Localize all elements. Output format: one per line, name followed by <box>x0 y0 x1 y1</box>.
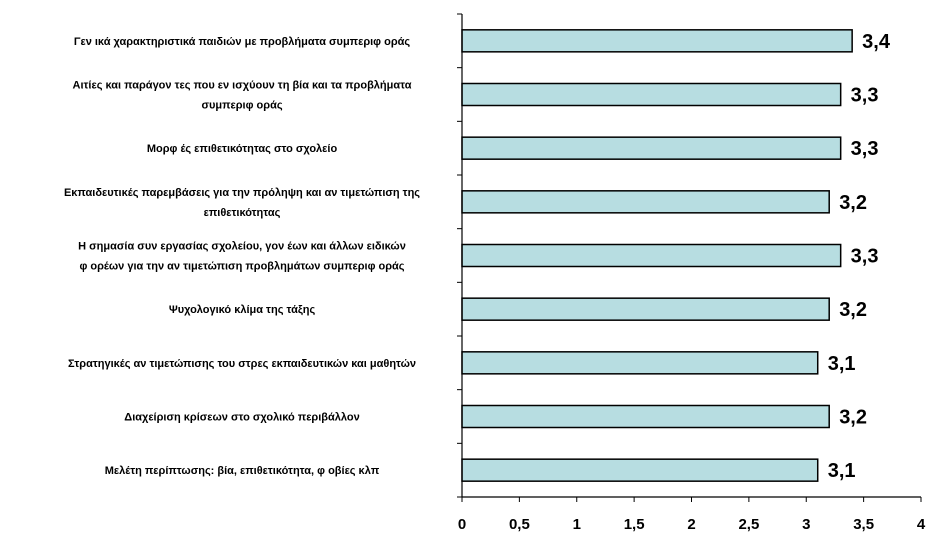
bar <box>461 458 819 482</box>
bar <box>461 82 842 107</box>
x-tick-label: 4 <box>917 516 926 533</box>
bar <box>461 351 819 375</box>
bars-layer <box>461 29 853 482</box>
value-labels: 3,4 3,3 3,3 3,2 3,3 3,2 3,1 3,2 3,1 <box>828 31 891 482</box>
bar <box>461 243 842 268</box>
data-label: 3,4 <box>862 31 891 53</box>
data-label: 3,3 <box>851 85 879 107</box>
bar <box>461 297 830 321</box>
category-labels: Γεν ικά χαρακτηριστικά παιδιών με προβλή… <box>64 36 420 477</box>
category-label: Μορφ ές επιθετικότητας στο σχολείο <box>147 143 338 155</box>
bar <box>461 29 853 53</box>
data-label: 3,3 <box>851 138 879 160</box>
data-label: 3,1 <box>828 353 856 375</box>
x-tick-label: 3 <box>802 516 810 533</box>
data-label: 3,2 <box>839 407 867 429</box>
data-label: 3,1 <box>828 460 856 482</box>
bar <box>461 404 830 429</box>
bar <box>461 190 830 214</box>
category-label: Στρατηγικές αν τιμετώπισης του στρες εκπ… <box>68 358 416 370</box>
category-label: Ψυχολογικό κλίμα της τάξης <box>169 304 316 316</box>
category-label: Μελέτη περίπτωσης: βία, επιθετικότητα, φ… <box>105 465 380 477</box>
data-label: 3,2 <box>839 299 867 321</box>
data-label: 3,3 <box>851 246 879 268</box>
bar <box>461 136 842 160</box>
category-label: Διαχείριση κρίσεων στο σχολικό περιβάλλο… <box>124 412 359 424</box>
category-label: Γεν ικά χαρακτηριστικά παιδιών με προβλή… <box>74 36 411 48</box>
x-tick-label: 0 <box>458 516 466 533</box>
x-tick-label: 1 <box>573 516 581 533</box>
category-label: Εκπαιδευτικές παρεμβάσεις για την πρόληψ… <box>64 187 420 219</box>
data-label: 3,2 <box>839 192 867 214</box>
category-label: Η σημασία συν εργασίας σχολείου, γον έων… <box>78 241 406 273</box>
category-label: Αιτίες και παράγον τες που εν ισχύουν τη… <box>73 80 412 112</box>
x-tick-label: 2 <box>687 516 695 533</box>
axes: 0 0,5 1 1,5 2 2,5 3 3,5 4 <box>457 13 926 533</box>
x-tick-label: 1,5 <box>624 516 645 533</box>
x-tick-label: 0,5 <box>509 516 530 533</box>
x-tick-label: 2,5 <box>738 516 759 533</box>
x-tick-label: 3,5 <box>853 516 874 533</box>
